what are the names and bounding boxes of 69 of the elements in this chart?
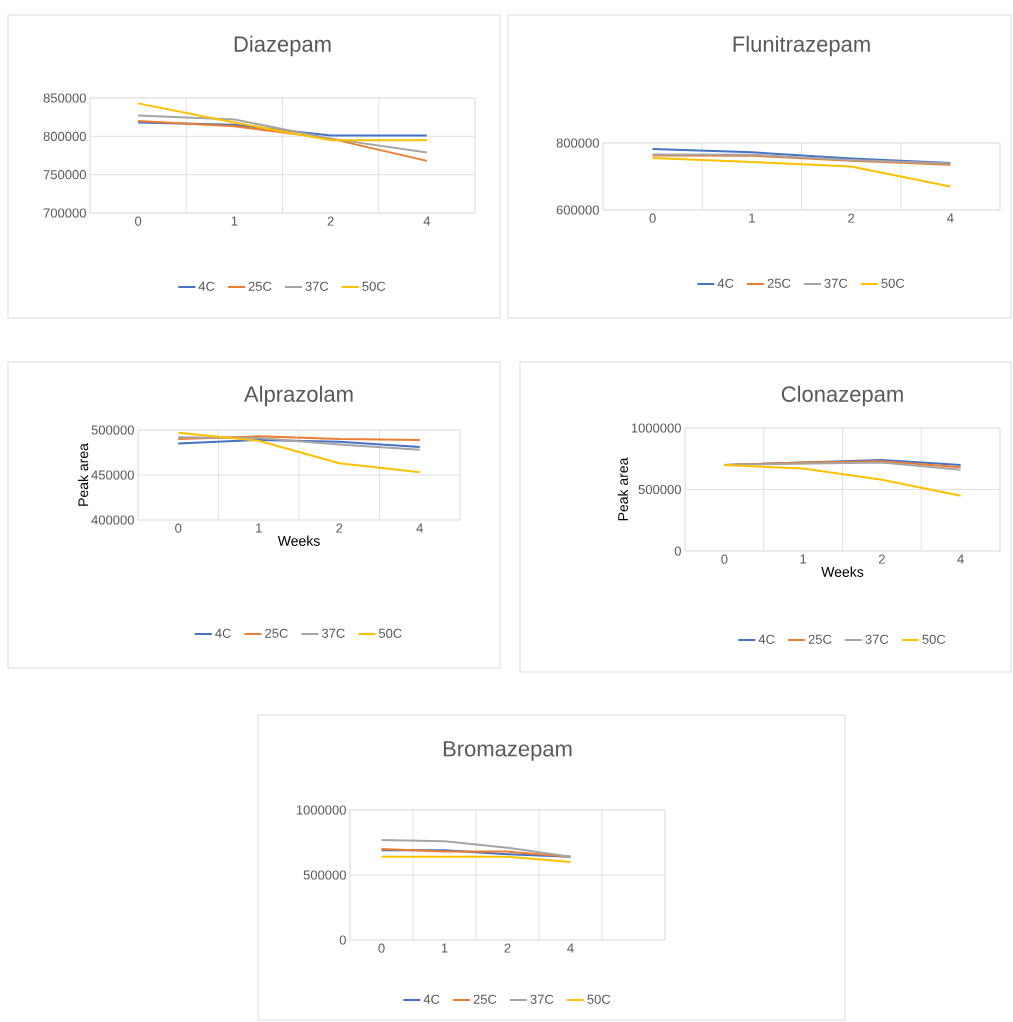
y-tick-label: 600000 <box>556 205 599 215</box>
x-tick-label: 4 <box>947 213 954 223</box>
x-tick-label: 0 <box>175 523 182 533</box>
chart-title: Flunitrazepam <box>733 35 870 57</box>
y-tick-label: 750000 <box>43 170 86 180</box>
x-tick-label: 1 <box>441 943 448 953</box>
y-axis-title: Peak area <box>617 457 628 521</box>
legend-label: 4C <box>758 634 775 644</box>
x-tick-label: 0 <box>378 943 385 953</box>
legend-label: 50C <box>881 278 905 288</box>
y-tick-label: 700000 <box>43 208 86 218</box>
y-tick-label: 0 <box>674 546 681 556</box>
legend-label: 25C <box>808 634 832 644</box>
x-tick-label: 1 <box>800 554 807 564</box>
x-axis-title: Weeks <box>821 566 864 577</box>
chart-title: Diazepam <box>234 35 331 57</box>
x-tick-label: 2 <box>327 216 334 226</box>
x-axis-title: Weeks <box>277 535 320 546</box>
x-tick-label: 2 <box>878 554 885 564</box>
x-tick-label: 4 <box>416 523 423 533</box>
legend-label: 4C <box>198 281 215 291</box>
legend-label: 37C <box>321 628 345 638</box>
x-tick-label: 1 <box>749 213 755 223</box>
legend-label: 50C <box>922 634 946 644</box>
chart-title: Bromazepam <box>443 741 572 761</box>
y-tick-label: 1000000 <box>296 805 346 815</box>
y-tick-label: 1000000 <box>631 423 681 433</box>
legend-label: 37C <box>305 281 329 291</box>
legend-label: 4C <box>423 994 440 1004</box>
chart-title: Alprazolam <box>244 385 353 407</box>
legend-label: 50C <box>378 628 402 638</box>
x-tick-label: 4 <box>957 554 964 564</box>
legend-label: 25C <box>767 278 791 288</box>
legend-label: 25C <box>265 628 288 638</box>
line-series <box>137 114 428 154</box>
line-series <box>723 463 962 497</box>
x-tick-label: 4 <box>567 943 574 953</box>
x-tick-label: 2 <box>504 943 511 953</box>
x-tick-label: 0 <box>721 554 728 564</box>
y-tick-label: 500000 <box>303 870 346 880</box>
line-series <box>380 838 572 858</box>
y-tick-label: 800000 <box>556 138 599 148</box>
x-tick-label: 2 <box>336 523 343 533</box>
y-tick-label: 800000 <box>43 131 86 141</box>
y-tick-label: 500000 <box>91 425 134 435</box>
y-tick-label: 0 <box>339 935 346 945</box>
legend-label: 25C <box>248 281 272 291</box>
legend-label: 4C <box>717 278 734 288</box>
legend-label: 37C <box>865 634 889 644</box>
x-tick-label: 1 <box>231 216 238 226</box>
legend-label: 4C <box>215 628 231 638</box>
y-tick-label: 400000 <box>91 515 134 525</box>
x-tick-label: 2 <box>848 213 855 223</box>
x-tick-label: 0 <box>649 213 656 223</box>
x-tick-label: 4 <box>423 216 431 226</box>
legend-label: 50C <box>362 281 386 291</box>
legend-label: 37C <box>530 994 554 1004</box>
line-series <box>651 157 952 188</box>
y-tick-label: 450000 <box>91 470 134 480</box>
legend-label: 37C <box>824 278 848 288</box>
x-tick-label: 0 <box>135 216 142 226</box>
legend-label: 50C <box>587 994 611 1004</box>
legend-label: 25C <box>473 994 497 1004</box>
y-axis-title: Peak area <box>77 443 89 506</box>
line-series <box>177 431 421 474</box>
y-tick-label: 500000 <box>638 484 681 495</box>
y-tick-label: 850000 <box>43 93 86 103</box>
x-tick-label: 1 <box>256 523 262 533</box>
chart-title: Clonazepam <box>781 385 903 407</box>
